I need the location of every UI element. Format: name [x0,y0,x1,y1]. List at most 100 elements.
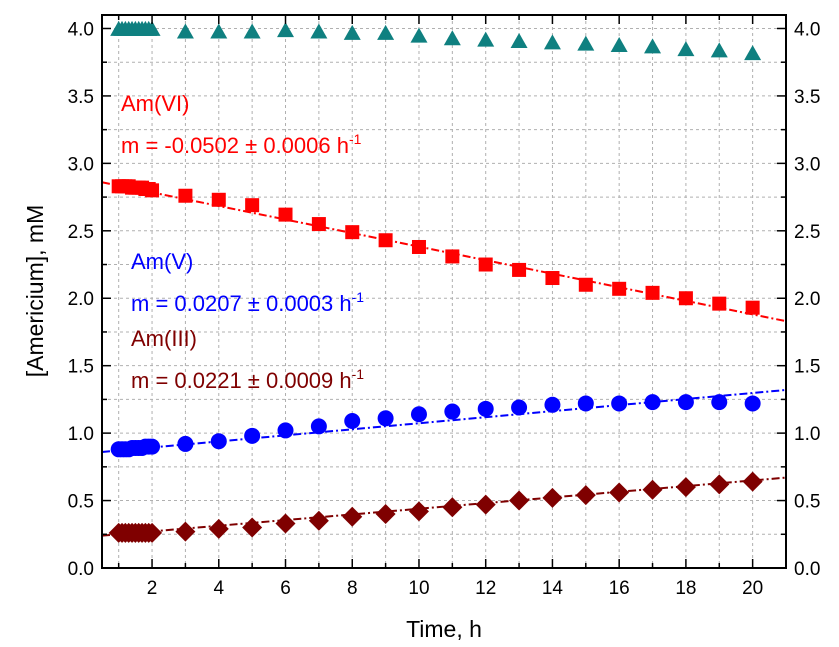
data-point [577,395,594,412]
series-3-diamond [108,471,763,543]
data-point [375,504,396,525]
right-y-tick-label: 2.5 [794,222,820,243]
annotation-amiii-sup: -1 [352,366,365,382]
data-point [644,394,661,411]
y-tick-label: 2.0 [68,289,94,310]
axis-ticks: 2 4 6 8 10 12 14 16 18 20 0.0 0.0 0.5 0.5 1.0 1.0 1.5 1.5… [68,15,820,599]
annotation-amvi-slope: m = -0.0502 ± 0.0006 h-1 [121,131,362,158]
data-point [711,394,728,411]
x-tick-label: 10 [408,578,429,599]
data-point [211,192,226,207]
data-point [609,482,630,503]
data-point [311,217,326,232]
data-point [478,257,493,272]
data-point [644,38,662,54]
y-tick-label: 2.5 [68,222,94,243]
data-point [677,41,695,57]
series-1-square [111,179,760,315]
x-tick-label: 12 [475,578,496,599]
data-point [709,474,730,495]
data-point [445,249,460,264]
data-point [642,479,663,500]
data-point [477,31,495,47]
right-y-tick-label: 1.5 [794,357,820,378]
data-point [143,20,161,36]
data-point [510,32,528,48]
data-point [477,400,494,417]
right-y-tick-label: 0.5 [794,492,820,513]
annotation-amiii-label: Am(III) [131,326,197,351]
data-point [710,42,728,58]
data-point [578,277,593,292]
data-point [678,291,693,306]
data-point [378,233,393,248]
annotation-amvi-label: Am(VI) [121,91,189,116]
annotation-amvi-sup: -1 [349,131,362,147]
data-point [175,521,196,542]
data-point [411,239,426,254]
x-tick-label: 20 [742,578,763,599]
annotation-amv-slope: m = 0.0207 ± 0.0003 h-1 [131,289,364,316]
data-point [442,497,463,518]
data-point [577,35,595,51]
data-point [543,34,561,50]
data-point [611,395,628,412]
data-point [242,517,263,538]
data-point [310,418,327,435]
data-point [610,37,628,53]
y-tick-label: 3.0 [68,154,94,175]
right-y-tick-label: 1.0 [794,424,820,445]
data-point [443,30,461,46]
x-tick-label: 4 [213,578,224,599]
data-point [509,490,530,511]
data-point [145,183,160,198]
data-point [444,403,461,420]
data-point [343,24,361,40]
y-axis-title: [Americium], mM [22,205,48,378]
data-point [511,399,528,416]
data-point [210,433,227,450]
data-point [410,27,428,43]
data-point [278,207,293,222]
y-tick-label: 1.0 [68,424,94,445]
right-y-tick-label: 3.5 [794,87,820,108]
right-y-tick-label: 0.0 [794,559,820,580]
y-tick-label: 3.5 [68,87,94,108]
data-point [344,412,361,429]
right-y-tick-label: 3.0 [794,154,820,175]
data-point [744,45,762,61]
data-point [177,435,194,452]
data-point [377,410,394,427]
data-point [277,422,294,439]
x-tick-label: 14 [542,578,564,599]
data-markers [108,20,763,543]
annotation-amv-slope-text: m = 0.0207 ± 0.0003 h [131,291,352,316]
data-point [575,485,596,506]
data-point [675,477,696,498]
right-y-tick-label: 2.0 [794,289,820,310]
data-point [745,300,760,315]
data-point [243,23,261,39]
data-point [142,522,163,543]
data-point [544,396,561,413]
annotation-amiii-slope-text: m = 0.0221 ± 0.0009 h [131,368,352,393]
data-point [308,510,329,531]
x-tick-label: 6 [280,578,291,599]
data-point [345,225,360,240]
data-point [545,271,560,286]
data-point [310,23,328,39]
data-point [275,513,296,534]
x-tick-label: 2 [147,578,158,599]
data-point [377,24,395,40]
y-tick-label: 0.0 [68,559,94,580]
x-tick-label: 16 [609,578,630,599]
data-point [612,281,627,296]
series-0-triangle [110,20,762,61]
data-point [342,506,363,527]
right-y-tick-label: 4.0 [794,19,820,40]
data-point [210,23,228,39]
data-point [208,518,229,539]
data-point [176,23,194,39]
data-point [512,262,527,277]
